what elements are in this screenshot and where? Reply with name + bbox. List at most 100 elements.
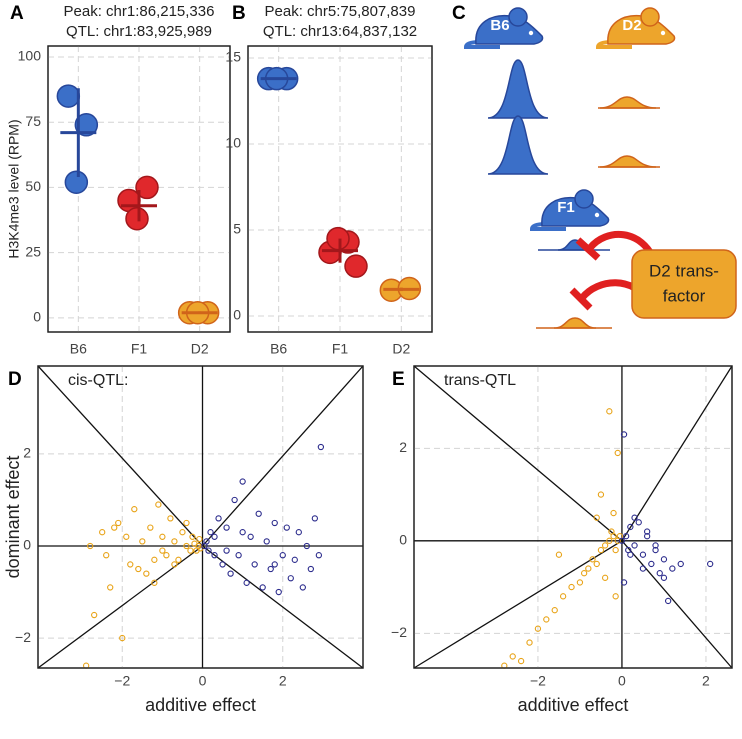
y-tick-label: 75 [25,113,41,129]
diagonal [413,540,623,669]
y-axis-label: dominant effect [3,456,23,579]
point [171,538,178,545]
point [179,529,186,536]
point [151,579,158,586]
point [627,551,634,558]
point [622,533,630,540]
point [534,625,542,632]
x-tick-label: −2 [530,673,546,689]
point [251,561,258,568]
point [111,524,118,531]
point [247,533,254,540]
diagonal [621,540,733,669]
point [203,538,210,545]
mouse-label: B6 [490,17,509,34]
y-tick-label: 25 [25,243,41,259]
diagonal [621,365,733,542]
point [606,408,613,415]
point [279,552,286,559]
point [87,542,94,550]
x-tick-label: F1 [332,341,349,357]
point [315,552,323,559]
point [631,514,638,521]
point [64,170,89,194]
y-tick-label: 2 [23,445,31,461]
plot-frame [47,45,231,333]
panel-letter: B [232,3,246,24]
point [125,206,149,231]
point [207,529,214,536]
point [187,547,194,554]
point [652,542,659,549]
y-tick-label: 50 [25,178,41,194]
point [639,565,647,572]
point [211,533,218,540]
point [263,538,270,545]
qtl-label: QTL: chr1:83,925,989 [66,23,212,40]
point [299,584,306,591]
diagonal [37,545,203,669]
qtl-label: QTL: chr13:64,837,132 [263,23,417,40]
y-tick-label: 10 [225,135,241,151]
point [275,588,282,596]
plot-frame [413,365,733,669]
point [235,552,242,559]
y-tick-label: 0 [23,537,31,553]
y-tick-label: −2 [391,624,407,640]
y-axis-label: H3K4me3 level (RPM) [6,119,22,258]
point [183,519,190,527]
factor-text: factor [663,286,706,305]
point [643,533,651,540]
y-tick-label: 0 [233,307,241,323]
point [211,552,218,559]
x-tick-label: −2 [114,673,130,689]
point [707,560,714,568]
peak-shape [553,317,597,329]
point [601,574,609,581]
point [99,529,106,536]
factor-box [631,249,737,319]
peak-shape [599,96,657,109]
mouse-label: F1 [557,199,575,216]
point [660,574,668,581]
mouse-label: D2 [622,17,641,34]
plot-area [413,365,733,669]
point [143,570,150,577]
point [585,565,592,572]
point [593,560,600,568]
point [127,561,134,568]
x-tick-label: B6 [70,341,87,357]
x-tick-label: 2 [702,673,710,689]
point [639,551,647,558]
plot-frame [37,365,364,669]
point [344,254,368,278]
panel-letter: C [452,3,466,24]
point [677,560,684,568]
x-tick-label: 0 [199,673,207,689]
point [163,552,170,559]
point [606,537,613,544]
point [620,431,628,438]
plot-title: cis-QTL: [68,372,128,389]
peak-shape [487,115,549,175]
y-tick-label: 0 [33,309,41,325]
point [167,515,174,522]
point [107,584,114,591]
diagonal [413,365,623,542]
panel-letter: A [10,3,24,24]
diagonal [37,365,203,547]
point [239,478,246,485]
peak-label: Peak: chr1:86,215,336 [64,3,215,20]
point [669,565,676,572]
plot-area [37,365,364,669]
point [618,537,626,544]
point [56,84,81,108]
point [295,529,302,536]
point [175,556,182,563]
point [543,616,550,623]
point [135,175,159,200]
x-tick-label: 0 [618,673,626,689]
x-tick-label: 2 [279,673,287,689]
point [155,501,162,508]
